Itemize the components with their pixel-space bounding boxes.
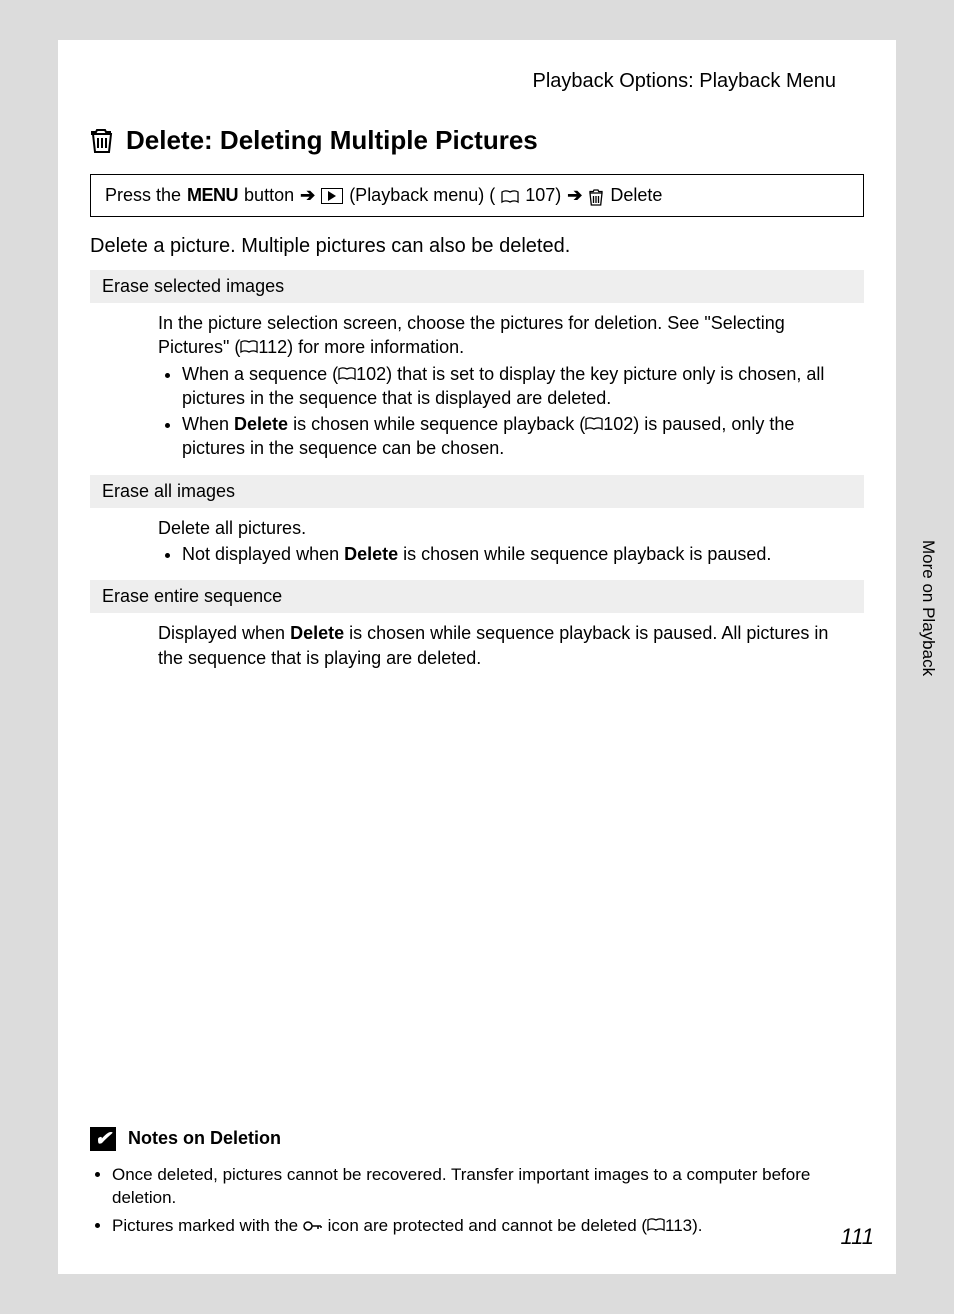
menu-button-label: MENU xyxy=(187,185,238,206)
bold-text: Delete xyxy=(344,544,398,564)
bold-text: Delete xyxy=(290,623,344,643)
lead-paragraph: Delete a picture. Multiple pictures can … xyxy=(58,217,896,270)
body-text: Displayed when xyxy=(158,623,290,643)
navigation-path-box: Press the MENU button ➔ (Playback menu) … xyxy=(90,174,864,217)
nav-text: button xyxy=(244,185,294,206)
page-ref-icon xyxy=(501,190,519,204)
notes-heading: ✔ Notes on Deletion xyxy=(90,1127,836,1151)
page-ref: 112) for more information. xyxy=(258,337,464,357)
section-body: In the picture selection screen, choose … xyxy=(58,303,896,475)
arrow-right-icon: ➔ xyxy=(567,185,582,206)
notes-section: ✔ Notes on Deletion Once deleted, pictur… xyxy=(90,1127,836,1242)
breadcrumb: Playback Options: Playback Menu xyxy=(58,40,896,93)
body-text: Not displayed when xyxy=(182,544,344,564)
page-title-text: Delete: Deleting Multiple Pictures xyxy=(126,125,538,156)
section-header: Erase selected images xyxy=(90,270,864,303)
notes-heading-text: Notes on Deletion xyxy=(128,1128,281,1149)
body-text: is chosen while sequence playback ( xyxy=(288,414,585,434)
playback-icon xyxy=(321,188,343,204)
list-item: Not displayed when Delete is chosen whil… xyxy=(182,542,856,566)
protect-key-icon xyxy=(303,1216,323,1230)
nav-text: Delete xyxy=(610,185,662,206)
check-badge-icon: ✔ xyxy=(90,1127,116,1151)
body-text: When xyxy=(182,414,234,434)
body-text: is chosen while sequence playback is pau… xyxy=(398,544,771,564)
side-tab-label: More on Playback xyxy=(918,540,938,676)
page-number: 111 xyxy=(841,1224,874,1250)
bullet-list: Not displayed when Delete is chosen whil… xyxy=(158,542,856,566)
arrow-right-icon: ➔ xyxy=(300,185,315,206)
list-item: Pictures marked with the icon are protec… xyxy=(112,1214,836,1238)
nav-text: (Playback menu) ( xyxy=(349,185,495,206)
bold-text: Delete xyxy=(234,414,288,434)
body-text: icon are protected and cannot be deleted… xyxy=(323,1216,647,1235)
page-ref-icon xyxy=(240,340,258,354)
page-ref-icon xyxy=(647,1218,665,1232)
section-header: Erase all images xyxy=(90,475,864,508)
page-ref-icon xyxy=(338,367,356,381)
notes-list: Once deleted, pictures cannot be recover… xyxy=(90,1163,836,1238)
bullet-list: When a sequence (102) that is set to dis… xyxy=(158,362,856,461)
body-text: Pictures marked with the xyxy=(112,1216,303,1235)
trash-icon xyxy=(588,189,604,207)
list-item: When Delete is chosen while sequence pla… xyxy=(182,412,856,461)
section-header: Erase entire sequence xyxy=(90,580,864,613)
section-body: Displayed when Delete is chosen while se… xyxy=(58,613,896,684)
nav-text: Press the xyxy=(105,185,181,206)
page-title: Delete: Deleting Multiple Pictures xyxy=(58,93,896,174)
manual-page: Playback Options: Playback Menu Delete: … xyxy=(58,40,896,1274)
list-item: Once deleted, pictures cannot be recover… xyxy=(112,1163,836,1211)
trash-icon xyxy=(90,128,114,154)
body-text: When a sequence ( xyxy=(182,364,338,384)
page-ref: 113). xyxy=(665,1216,703,1235)
body-text: Delete all pictures. xyxy=(158,518,306,538)
list-item: When a sequence (102) that is set to dis… xyxy=(182,362,856,411)
section-body: Delete all pictures. Not displayed when … xyxy=(58,508,896,581)
page-ref-icon xyxy=(585,417,603,431)
nav-ref: 107) xyxy=(525,185,561,206)
